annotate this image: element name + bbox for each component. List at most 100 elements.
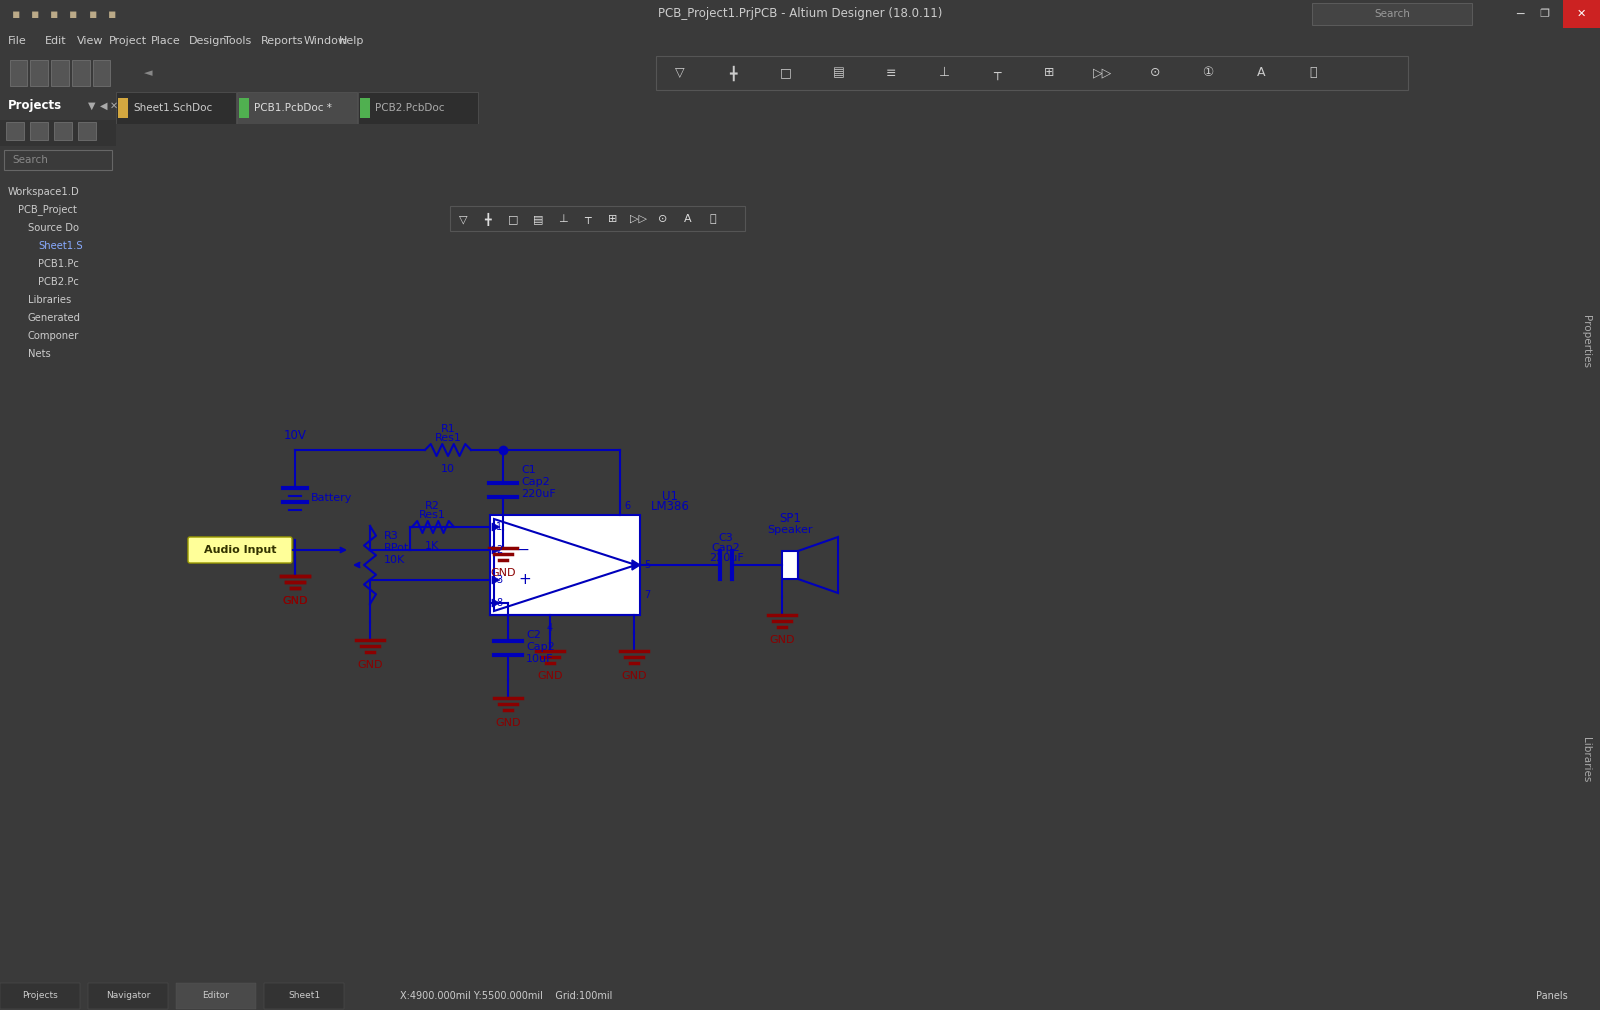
Text: 220uF: 220uF [709, 553, 744, 563]
Bar [490, 515, 640, 615]
Bar [0, 984, 80, 1009]
Text: PCB1.Pc: PCB1.Pc [38, 259, 78, 269]
Text: LM386: LM386 [651, 500, 690, 513]
Text: GND: GND [282, 596, 307, 606]
Text: Sheet1: Sheet1 [288, 992, 320, 1001]
Bar [1563, 0, 1600, 28]
Bar [30, 122, 48, 140]
Bar [358, 92, 478, 124]
Text: Navigator: Navigator [106, 992, 150, 1001]
Text: ◄: ◄ [144, 68, 152, 78]
Text: Tools: Tools [224, 36, 251, 46]
Text: ≡: ≡ [886, 67, 896, 80]
Text: PCB_Project: PCB_Project [18, 205, 77, 215]
Text: Edit: Edit [45, 36, 67, 46]
Text: Cap2: Cap2 [712, 543, 741, 553]
Bar [656, 56, 1408, 90]
Text: R3: R3 [384, 531, 398, 541]
Text: Res1: Res1 [419, 510, 445, 520]
Text: File: File [8, 36, 27, 46]
Text: Workspace1.D: Workspace1.D [8, 187, 80, 197]
Text: PCB1.PcbDoc *: PCB1.PcbDoc * [254, 103, 331, 113]
Text: R2: R2 [424, 501, 440, 511]
Bar [0, 120, 115, 146]
Text: 220uF: 220uF [522, 489, 555, 499]
Text: Sheet1.SchDoc: Sheet1.SchDoc [133, 103, 213, 113]
Bar [238, 98, 250, 118]
Polygon shape [493, 523, 499, 531]
Bar [118, 98, 128, 118]
Bar [264, 984, 344, 1009]
Text: □: □ [507, 214, 518, 224]
Text: ▽: ▽ [675, 67, 685, 80]
Text: Audio Input: Audio Input [203, 545, 277, 556]
Text: GND: GND [621, 671, 646, 681]
Text: Libraries: Libraries [27, 295, 72, 305]
Bar [450, 206, 746, 231]
Bar [88, 984, 168, 1009]
Text: 3: 3 [496, 575, 502, 585]
Text: Libraries: Libraries [1581, 737, 1590, 782]
Text: X:4900.000mil Y:5500.000mil    Grid:100mil: X:4900.000mil Y:5500.000mil Grid:100mil [400, 991, 613, 1001]
Text: Search: Search [11, 155, 48, 165]
Text: 10K: 10K [384, 556, 405, 565]
Text: ①: ① [1202, 67, 1214, 80]
Text: ▪: ▪ [69, 7, 78, 20]
Text: C1: C1 [522, 465, 536, 475]
Bar [3, 150, 112, 170]
FancyBboxPatch shape [189, 537, 291, 563]
Text: ⊥: ⊥ [558, 214, 568, 224]
Text: ▼: ▼ [88, 101, 96, 111]
Text: R1: R1 [440, 424, 456, 434]
Text: Generated: Generated [27, 313, 82, 323]
Text: Battery: Battery [310, 493, 352, 503]
Text: ⊙: ⊙ [1150, 67, 1160, 80]
Text: GND: GND [496, 718, 520, 728]
Text: 5: 5 [643, 560, 650, 570]
Text: Properties: Properties [1581, 315, 1590, 368]
Text: ✕: ✕ [1576, 9, 1586, 19]
Text: A: A [1256, 67, 1266, 80]
Text: C2: C2 [526, 630, 541, 640]
Text: Editor: Editor [203, 992, 229, 1001]
Text: ▪: ▪ [11, 7, 21, 20]
Bar [54, 122, 72, 140]
Polygon shape [632, 560, 640, 570]
Bar [115, 972, 1571, 982]
Text: GND: GND [490, 568, 515, 578]
Bar [360, 98, 370, 118]
Text: 4: 4 [547, 623, 554, 633]
Bar [782, 551, 798, 579]
Text: ┬: ┬ [994, 67, 1000, 80]
Text: ⊞: ⊞ [608, 214, 618, 224]
Bar [72, 60, 90, 86]
Text: ┬: ┬ [584, 214, 592, 224]
Bar [93, 60, 110, 86]
Text: ▪: ▪ [107, 7, 117, 20]
Bar [51, 60, 69, 86]
Text: Projects: Projects [8, 100, 62, 112]
Text: ⌒: ⌒ [710, 214, 717, 224]
Text: 10V: 10V [283, 429, 307, 442]
Text: Speaker: Speaker [768, 525, 813, 535]
Text: Componer: Componer [27, 331, 80, 341]
Text: RPot: RPot [384, 543, 410, 553]
Text: Projects: Projects [22, 992, 58, 1001]
Text: 2: 2 [496, 545, 502, 556]
Text: U1: U1 [662, 490, 678, 503]
Text: ▷▷: ▷▷ [1093, 67, 1112, 80]
Bar [78, 122, 96, 140]
Text: □: □ [779, 67, 792, 80]
Polygon shape [493, 546, 499, 554]
Text: ⊥: ⊥ [939, 67, 949, 80]
Text: View: View [77, 36, 104, 46]
Text: Place: Place [150, 36, 181, 46]
Text: Project: Project [109, 36, 147, 46]
Text: PCB2.PcbDoc: PCB2.PcbDoc [374, 103, 445, 113]
Text: Design: Design [189, 36, 227, 46]
Polygon shape [493, 576, 499, 584]
Text: ◀: ◀ [99, 101, 107, 111]
Text: PCB2.Pc: PCB2.Pc [38, 277, 78, 287]
Text: C3: C3 [718, 533, 733, 543]
Polygon shape [493, 599, 499, 607]
